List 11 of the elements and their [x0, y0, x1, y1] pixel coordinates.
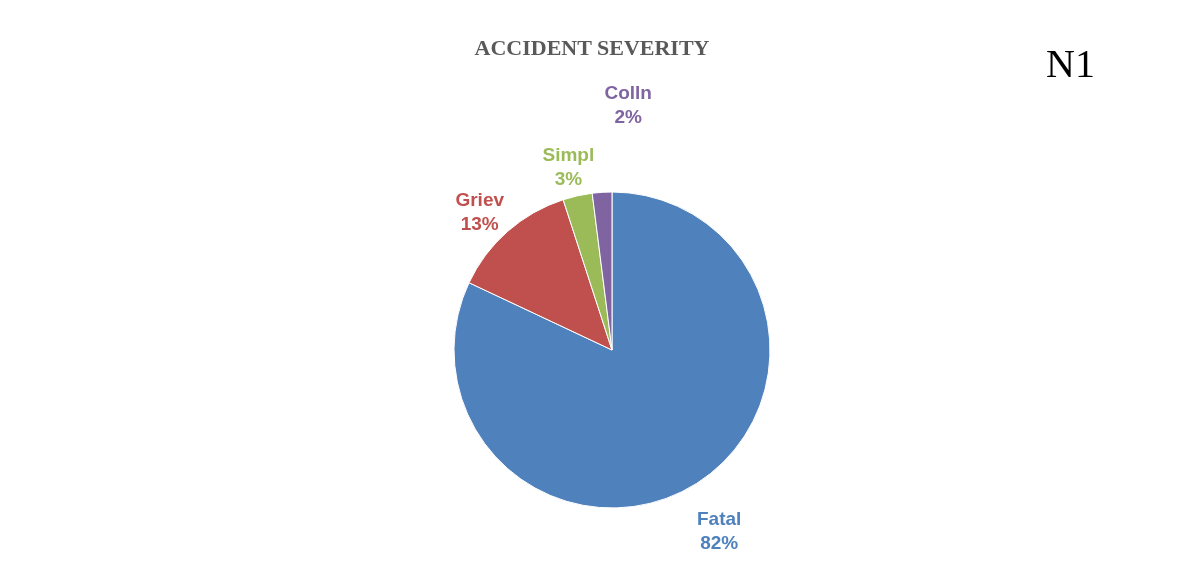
text: N1 [1046, 41, 1095, 86]
data-label: 3% [554, 167, 583, 189]
slice-label: Colln [604, 81, 652, 103]
slice-label: Simpl [542, 143, 595, 165]
data-label: 13% [460, 212, 499, 234]
pie-slice [453, 191, 771, 509]
slice-label: Griev [455, 188, 505, 210]
chart-title: ACCIDENT SEVERITY [474, 35, 710, 60]
data-label: 2% [614, 105, 643, 127]
slice-label: Fatal [696, 507, 742, 529]
data-label: 82% [700, 531, 739, 553]
